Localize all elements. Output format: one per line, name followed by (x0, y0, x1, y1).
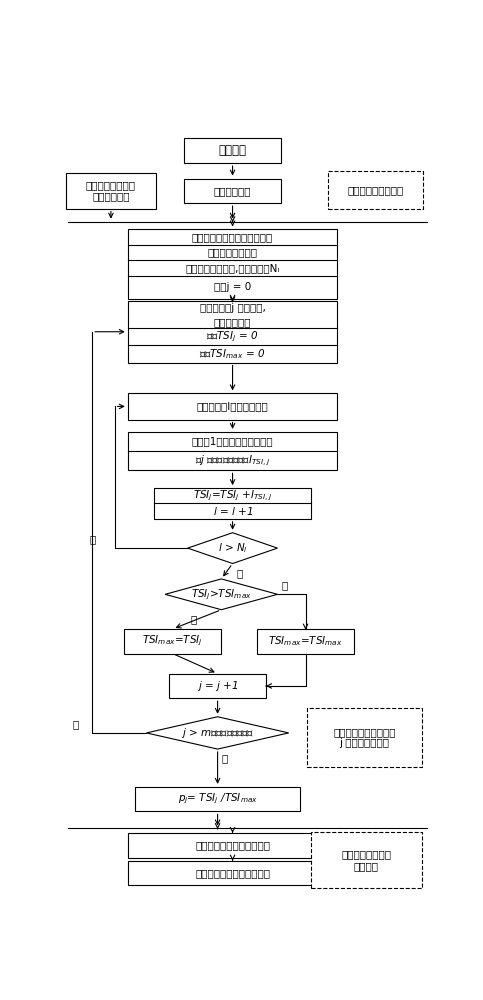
FancyBboxPatch shape (66, 173, 156, 209)
Text: 源$j$ 的轨迹灵敏度指标$I_{TSI, j}$: 源$j$ 的轨迹灵敏度指标$I_{TSI, j}$ (195, 454, 270, 468)
Text: 否: 否 (89, 534, 95, 544)
FancyBboxPatch shape (257, 629, 354, 654)
Text: $j$ = $j$ +1: $j$ = $j$ +1 (197, 679, 238, 693)
FancyBboxPatch shape (154, 488, 311, 519)
Polygon shape (165, 579, 277, 610)
FancyBboxPatch shape (128, 301, 337, 363)
FancyBboxPatch shape (311, 832, 422, 888)
Text: 采用遗传算法求解优化模型: 采用遗传算法求解优化模型 (195, 868, 270, 878)
Text: 确定关键节点集合: 确定关键节点集合 (208, 247, 257, 257)
Text: $TSI_j$=$TSI_j$ +$I_{TSI, j}$: $TSI_j$=$TSI_j$ +$I_{TSI, j}$ (193, 489, 272, 503)
Text: 进行潮流计算: 进行潮流计算 (214, 317, 251, 327)
FancyBboxPatch shape (128, 861, 337, 885)
Text: 潮流稳定数据文件
故障定义文件: 潮流稳定数据文件 故障定义文件 (86, 180, 136, 202)
FancyBboxPatch shape (135, 787, 300, 811)
FancyBboxPatch shape (128, 393, 337, 420)
Text: 设置TSI$_j$ = 0: 设置TSI$_j$ = 0 (206, 329, 259, 344)
Text: 是: 是 (237, 568, 243, 578)
Text: 是: 是 (190, 614, 197, 624)
Text: 对所有稳定计算结果进行分析: 对所有稳定计算结果进行分析 (192, 232, 273, 242)
Text: 建立动态无功备用优化模型: 建立动态无功备用优化模型 (195, 840, 270, 850)
Text: $p_j$= $TSI_j$ /$TSI_{max}$: $p_j$= $TSI_j$ /$TSI_{max}$ (178, 792, 257, 806)
Polygon shape (146, 717, 289, 749)
Text: $TSI_j$>$TSI_{max}$: $TSI_j$>$TSI_{max}$ (191, 587, 252, 602)
Text: 设置TSI$_{max}$ = 0: 设置TSI$_{max}$ = 0 (199, 347, 266, 361)
FancyBboxPatch shape (184, 179, 281, 203)
Text: 稳定计算: 稳定计算 (219, 144, 246, 157)
Text: $TSI_{max}$=$TSI_{max}$: $TSI_{max}$=$TSI_{max}$ (268, 634, 343, 648)
Text: $TSI_{max}$=$TSI_j$: $TSI_{max}$=$TSI_j$ (142, 634, 203, 648)
Text: 求取动态无功备用设备
j 的参与因子部分: 求取动态无功备用设备 j 的参与因子部分 (333, 727, 396, 748)
Text: $l$ = $l$ +1: $l$ = $l$ +1 (213, 505, 253, 517)
Polygon shape (187, 533, 278, 564)
Text: 设置j = 0: 设置j = 0 (214, 282, 251, 292)
FancyBboxPatch shape (128, 833, 337, 858)
Text: 否: 否 (282, 580, 288, 590)
Text: 否: 否 (72, 719, 78, 729)
Text: 是: 是 (222, 753, 228, 763)
Text: 确定关键故障集合,关键故障数Nₗ: 确定关键故障集合,关键故障数Nₗ (185, 263, 280, 273)
FancyBboxPatch shape (128, 432, 337, 470)
Text: 稳定结果文件: 稳定结果文件 (214, 186, 251, 196)
FancyBboxPatch shape (184, 138, 281, 163)
FancyBboxPatch shape (169, 674, 266, 698)
FancyBboxPatch shape (128, 229, 337, 299)
Text: 对关键故障l进行稳定计算: 对关键故障l进行稳定计算 (197, 401, 269, 411)
Text: 根据式1计算单个故障下无功: 根据式1计算单个故障下无功 (192, 436, 273, 446)
FancyBboxPatch shape (328, 171, 424, 209)
Text: 动态无功备用协调
优化部分: 动态无功备用协调 优化部分 (341, 849, 391, 871)
Text: $l$ > $N_l$: $l$ > $N_l$ (218, 541, 247, 555)
FancyBboxPatch shape (307, 708, 422, 767)
Text: 调整无功源j 无功出力,: 调整无功源j 无功出力, (199, 303, 266, 313)
Text: 基础数据的准备部分: 基础数据的准备部分 (348, 185, 404, 195)
FancyBboxPatch shape (124, 629, 221, 654)
Text: $j$ > $m$（所有无功源数）: $j$ > $m$（所有无功源数） (181, 726, 254, 740)
